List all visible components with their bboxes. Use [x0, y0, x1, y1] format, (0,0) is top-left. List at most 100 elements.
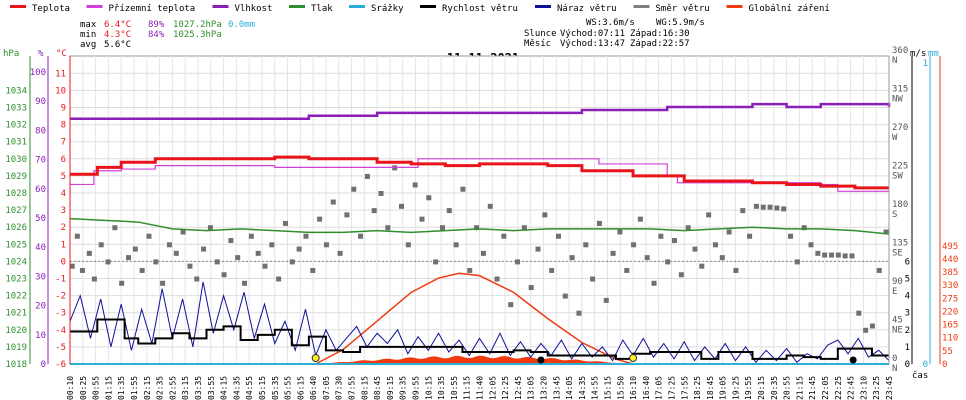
axis-hpa-tick: 1020 [5, 326, 27, 336]
axis-x-tick: 13:20 [539, 376, 548, 400]
axis-celsius-tick: 6 [61, 155, 66, 165]
axis-x-tick: 20:55 [783, 376, 792, 400]
axes: 1018101910201021102210231024102510261027… [5, 46, 958, 400]
axis-ms-tick: 2 [905, 326, 910, 336]
stats-min-press: 1025.3hPa [173, 30, 222, 40]
wind-direction-point [323, 242, 329, 248]
axis-x-tick: 17:25 [667, 376, 676, 400]
wind-direction-point [296, 246, 302, 252]
axis-x-tick: 05:55 [284, 376, 293, 400]
legend-swatch [633, 5, 650, 8]
legend-swatch [86, 5, 103, 8]
axis-ms-tick: 1 [905, 343, 910, 353]
wind-direction-point [153, 259, 159, 265]
axis-x-tick: 09:15 [386, 376, 395, 400]
wind-direction-point [665, 259, 671, 265]
legend-swatch [535, 5, 551, 8]
wind-direction-point [542, 212, 548, 218]
wind-direction-point [569, 255, 575, 261]
wind-direction-point [849, 253, 855, 259]
wind-direction-point [808, 242, 814, 248]
wind-direction-point [494, 276, 500, 282]
wind-direction-point [255, 250, 261, 256]
axis-x-tick: 15:50 [616, 376, 625, 400]
axis-x-tick: 22:25 [834, 376, 843, 400]
axis-x-tick: 11:40 [476, 376, 485, 400]
wind-direction-point [228, 238, 234, 244]
series-wind-speed [70, 318, 889, 360]
wind-direction-point [242, 280, 248, 286]
wind-direction-point [610, 250, 616, 256]
series-humidity [70, 102, 891, 120]
legend-label-0: Teplota [32, 4, 70, 14]
wind-direction-point [685, 225, 691, 231]
wind-direction-point [160, 280, 166, 286]
legend-swatch [420, 5, 436, 8]
wind-direction-point [276, 276, 282, 282]
axis-direction-tick: 180 [892, 200, 908, 210]
axis-x-tick: 18:45 [706, 376, 715, 400]
wind-direction-point [467, 267, 473, 273]
axis-x-tick: 04:15 [220, 376, 229, 400]
moon-moonset-marker [849, 356, 857, 364]
sun-sunrise-marker [311, 354, 320, 362]
wind-direction-point [603, 297, 609, 303]
axis-ms-tick: 3 [905, 309, 910, 319]
axis-x-tick: 07:05 [322, 376, 331, 400]
wind-direction-point [310, 267, 316, 273]
axis-celsius-tick: 0 [61, 257, 66, 267]
axis-percent-tick: 100 [30, 68, 46, 78]
axis-celsius-tick: 3 [61, 206, 66, 216]
stats-max-press: 1027.2hPa [173, 20, 222, 30]
axis-x-tick: 22:05 [821, 376, 830, 400]
axis-hpa-tick: 1030 [5, 155, 27, 165]
legend-swatch [10, 5, 26, 8]
moon-set: Západ:22:57 [630, 39, 690, 49]
wind-direction-point [91, 276, 97, 282]
axis-celsius-tick: 1 [61, 240, 66, 250]
sun-label: Slunce [524, 29, 557, 39]
stats-block: max 6.4°C 89% 1027.2hPa 0.0mm min 4.3°C … [80, 20, 255, 50]
wind-direction-point [358, 233, 364, 239]
axis-x-tick: 18:25 [693, 376, 702, 400]
axis-direction-name: N [892, 56, 897, 66]
axis-x-tick: 14:05 [565, 376, 574, 400]
wind-direction-point [446, 208, 452, 214]
wind-direction-point [399, 203, 405, 209]
axis-hpa-tick: 1033 [5, 104, 27, 114]
wind-direction-point [146, 233, 152, 239]
wind-direction-point [788, 233, 794, 239]
wind-direction-point [207, 225, 213, 231]
axis-ms-tick: 4 [905, 292, 910, 302]
axis-direction-name: NW [892, 95, 903, 105]
axis-direction-tick: 360 [892, 46, 908, 56]
axis-wm2-tick: 0 [942, 360, 947, 370]
legend-label-6: Náraz větru [557, 4, 617, 14]
axis-x-tick: 19:05 [719, 376, 728, 400]
wind-direction-point [426, 195, 432, 201]
wind-direction-point [269, 242, 275, 248]
axis-hpa-label: hPa [3, 49, 19, 59]
wind-direction-point [187, 263, 193, 269]
wind-direction-point [590, 276, 596, 282]
axis-x-tick: 20:15 [757, 376, 766, 400]
axis-celsius-tick: -3 [55, 309, 66, 319]
axis-direction-tick: 315 [892, 85, 908, 95]
axis-wm2-tick: 165 [942, 321, 958, 331]
axis-percent-tick: 50 [35, 214, 46, 224]
wind-direction-point [753, 203, 759, 209]
wind-direction-point [644, 255, 650, 261]
legend-label-3: Tlak [311, 4, 333, 14]
wind-direction-point [201, 246, 207, 252]
axis-direction-tick: 135 [892, 239, 908, 249]
axis-wm2-tick: 110 [942, 334, 958, 344]
axis-x-tick: 05:35 [271, 376, 280, 400]
axis-x-tick: 00:10 [66, 376, 75, 400]
axis-celsius-tick: 10 [55, 86, 66, 96]
wind-direction-point [460, 186, 466, 192]
axis-hpa-tick: 1034 [5, 86, 27, 96]
axis-wm2-tick: 330 [942, 281, 958, 291]
plot-area [69, 55, 891, 365]
wind-direction-point [173, 250, 179, 256]
